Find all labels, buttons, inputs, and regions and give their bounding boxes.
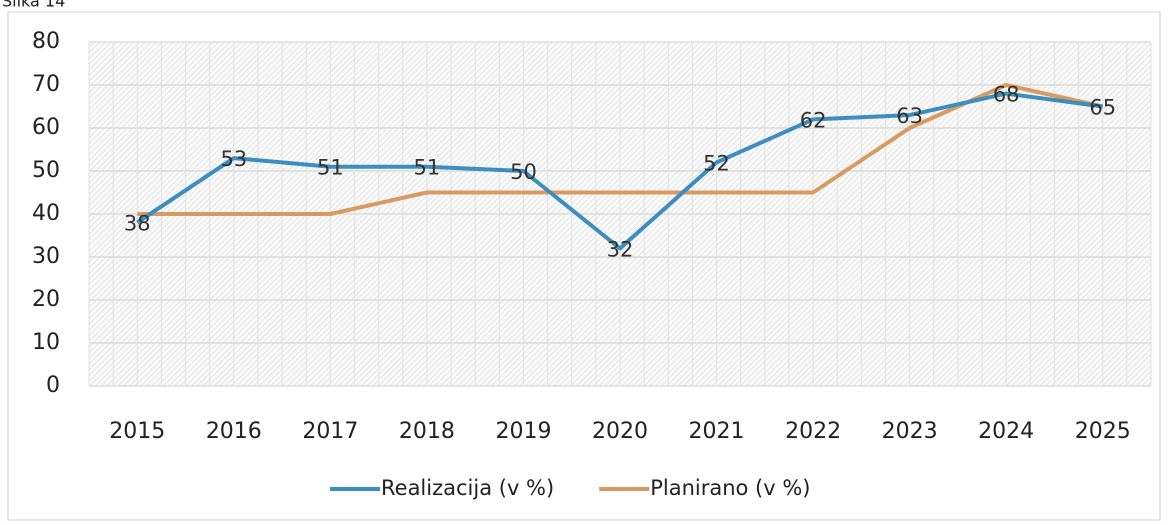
x-tick-label: 2020 (592, 419, 648, 444)
data-label: 63 (896, 104, 923, 128)
data-label: 32 (607, 237, 634, 261)
caption: Slika 14 (2, 0, 65, 11)
data-label: 62 (800, 108, 827, 132)
y-tick-label: 40 (32, 201, 60, 226)
y-tick-label: 80 (32, 29, 60, 54)
x-tick-label: 2023 (882, 419, 938, 444)
x-tick-label: 2018 (399, 419, 455, 444)
x-tick-label: 2015 (109, 419, 165, 444)
data-label: 65 (1089, 96, 1116, 120)
data-label: 53 (220, 147, 247, 171)
x-tick-label: 2022 (785, 419, 841, 444)
data-label: 50 (510, 160, 537, 184)
x-tick-label: 2024 (978, 419, 1034, 444)
data-label: 38 (124, 212, 151, 236)
x-tick-label: 2017 (302, 419, 358, 444)
x-tick-label: 2016 (206, 419, 262, 444)
y-tick-label: 50 (32, 158, 60, 183)
series-line (136, 91, 1103, 251)
x-tick-label: 2025 (1075, 419, 1131, 444)
x-tick-label: 2019 (495, 419, 551, 444)
x-tick-label: 2021 (689, 419, 745, 444)
y-tick-label: 70 (32, 72, 60, 97)
y-tick-label: 0 (46, 373, 60, 398)
legend-label: Planirano (v %) (650, 476, 810, 500)
data-label: 52 (703, 151, 730, 175)
series-line (137, 83, 1104, 216)
y-tick-label: 60 (32, 115, 60, 140)
data-label: 68 (993, 83, 1020, 107)
y-tick-label: 30 (32, 244, 60, 269)
data-label: 51 (317, 156, 344, 180)
data-label: 51 (414, 156, 441, 180)
y-tick-label: 10 (32, 330, 60, 355)
legend-label: Realizacija (v %) (381, 476, 554, 500)
y-tick-label: 20 (32, 287, 60, 312)
